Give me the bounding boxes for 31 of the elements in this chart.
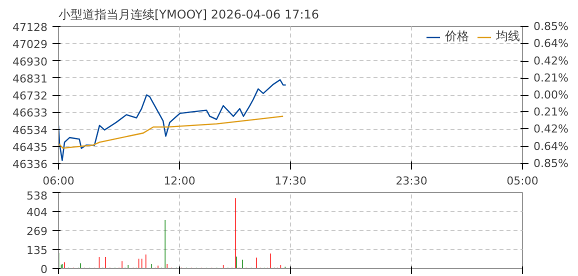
y-tick-label: 135 — [26, 244, 48, 257]
y-tick-label: 46930 — [12, 55, 48, 68]
y2-tick-label: 0.64% — [534, 36, 568, 50]
legend-label: 价格 — [445, 28, 469, 45]
x-tick-label: 12:00 — [164, 174, 196, 188]
y-tick-label: 46633 — [12, 106, 48, 120]
y-tick-label: 47128 — [12, 21, 48, 34]
y2-tick-label: 0.42% — [534, 54, 568, 68]
y-tick-label: 47029 — [12, 38, 48, 52]
x-tick-label: 23:30 — [396, 174, 428, 188]
y-tick-label: 46732 — [12, 90, 48, 102]
legend-label: 均线 — [496, 28, 520, 45]
y-tick-label: 46534 — [12, 124, 48, 137]
y2-tick-label: 0.21% — [534, 105, 568, 118]
y2-tick-label: 0.42% — [534, 122, 568, 136]
y2-tick-label: 0.00% — [534, 88, 568, 102]
x-tick-label: 17:30 — [274, 174, 306, 188]
y-tick-label: 46831 — [12, 72, 48, 86]
y2-tick-label: 0.85% — [534, 20, 568, 33]
y-tick-label: 538 — [26, 190, 48, 202]
y-tick-label: 0 — [40, 263, 48, 276]
y-tick-label: 269 — [26, 225, 48, 238]
y-tick-label: 404 — [26, 206, 48, 219]
y2-tick-label: 0.21% — [534, 72, 568, 85]
y-tick-label: 46336 — [12, 158, 48, 171]
y2-tick-label: 0.85% — [534, 157, 568, 170]
y2-tick-label: 0.64% — [534, 140, 568, 154]
x-tick-label: 05:00 — [506, 174, 538, 188]
chart-title: 小型道指当月连续[YMOOY] 2026-04-06 17:16 — [58, 8, 320, 22]
x-tick-label: 06:00 — [42, 174, 74, 188]
y-tick-label: 46435 — [12, 140, 48, 154]
